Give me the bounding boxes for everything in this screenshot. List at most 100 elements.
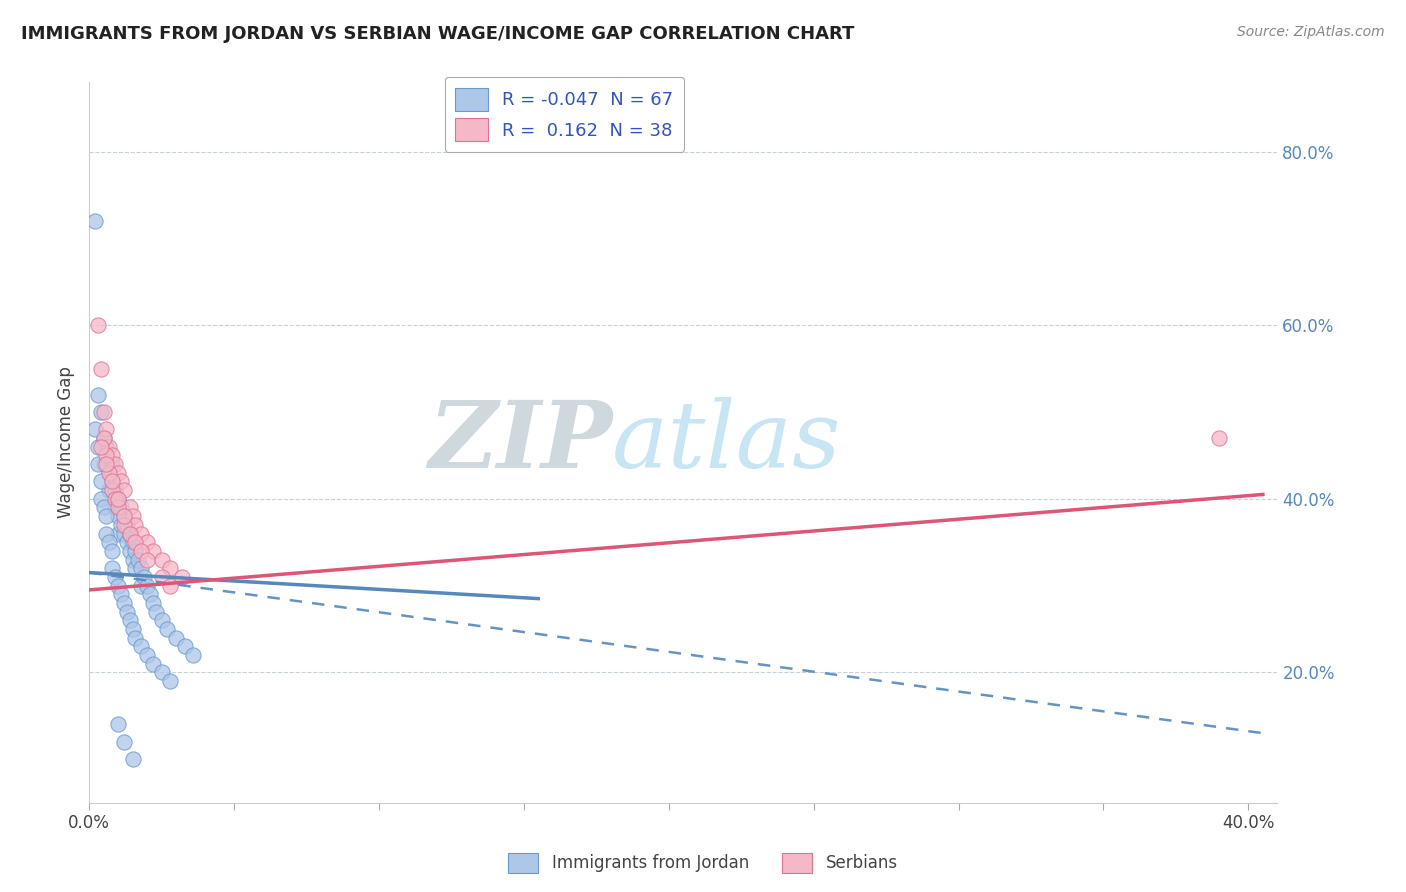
Point <box>87 440 110 454</box>
Point <box>87 318 110 333</box>
Point <box>127 552 149 566</box>
Point <box>156 622 179 636</box>
Point <box>150 665 173 680</box>
Point <box>121 509 143 524</box>
Point <box>124 561 146 575</box>
Point <box>101 483 124 497</box>
Point <box>98 466 121 480</box>
Point <box>93 431 115 445</box>
Point <box>136 648 159 662</box>
Point <box>98 440 121 454</box>
Point <box>129 578 152 592</box>
Point <box>112 509 135 524</box>
Point <box>124 544 146 558</box>
Point <box>142 544 165 558</box>
Point <box>83 422 105 436</box>
Point <box>104 570 127 584</box>
Point <box>96 526 118 541</box>
Point <box>107 578 129 592</box>
Text: atlas: atlas <box>612 397 841 487</box>
Legend: Immigrants from Jordan, Serbians: Immigrants from Jordan, Serbians <box>502 847 904 880</box>
Point <box>150 552 173 566</box>
Text: IMMIGRANTS FROM JORDAN VS SERBIAN WAGE/INCOME GAP CORRELATION CHART: IMMIGRANTS FROM JORDAN VS SERBIAN WAGE/I… <box>21 25 855 43</box>
Point <box>150 613 173 627</box>
Point <box>136 552 159 566</box>
Point <box>139 587 162 601</box>
Point <box>118 613 141 627</box>
Point <box>136 535 159 549</box>
Point <box>93 405 115 419</box>
Point <box>112 735 135 749</box>
Point <box>115 605 138 619</box>
Point <box>96 440 118 454</box>
Point <box>96 449 118 463</box>
Point <box>129 640 152 654</box>
Point <box>98 483 121 497</box>
Point <box>93 457 115 471</box>
Point <box>110 587 132 601</box>
Point <box>107 491 129 506</box>
Point <box>173 640 195 654</box>
Point <box>121 535 143 549</box>
Point <box>115 517 138 532</box>
Point <box>87 387 110 401</box>
Point <box>110 475 132 489</box>
Point <box>112 483 135 497</box>
Point <box>121 622 143 636</box>
Point <box>124 517 146 532</box>
Point <box>159 561 181 575</box>
Point <box>112 509 135 524</box>
Point <box>110 517 132 532</box>
Point <box>165 631 187 645</box>
Point <box>90 440 112 454</box>
Point <box>107 491 129 506</box>
Point <box>107 526 129 541</box>
Point <box>129 544 152 558</box>
Point <box>159 674 181 689</box>
Point <box>121 552 143 566</box>
Point <box>96 422 118 436</box>
Point <box>104 457 127 471</box>
Point <box>107 717 129 731</box>
Point <box>90 361 112 376</box>
Point <box>90 405 112 419</box>
Point <box>104 491 127 506</box>
Point <box>129 561 152 575</box>
Point <box>170 570 193 584</box>
Point <box>104 483 127 497</box>
Point <box>159 578 181 592</box>
Point <box>124 631 146 645</box>
Point <box>112 517 135 532</box>
Point <box>101 544 124 558</box>
Point <box>98 535 121 549</box>
Point <box>96 509 118 524</box>
Point <box>112 596 135 610</box>
Point <box>93 431 115 445</box>
Point <box>118 526 141 541</box>
Point <box>96 457 118 471</box>
Point <box>107 509 129 524</box>
Point <box>101 561 124 575</box>
Point <box>101 475 124 489</box>
Point <box>134 570 156 584</box>
Text: ZIP: ZIP <box>427 397 612 487</box>
Point <box>101 449 124 463</box>
Point <box>115 535 138 549</box>
Point <box>142 596 165 610</box>
Point <box>101 475 124 489</box>
Point <box>145 605 167 619</box>
Legend: R = -0.047  N = 67, R =  0.162  N = 38: R = -0.047 N = 67, R = 0.162 N = 38 <box>444 77 685 152</box>
Point <box>83 214 105 228</box>
Point <box>107 500 129 515</box>
Point <box>121 752 143 766</box>
Point <box>101 457 124 471</box>
Point <box>124 535 146 549</box>
Point <box>118 526 141 541</box>
Point <box>118 544 141 558</box>
Point <box>90 475 112 489</box>
Point <box>98 466 121 480</box>
Point <box>93 500 115 515</box>
Point <box>118 500 141 515</box>
Point <box>136 578 159 592</box>
Text: Source: ZipAtlas.com: Source: ZipAtlas.com <box>1237 25 1385 39</box>
